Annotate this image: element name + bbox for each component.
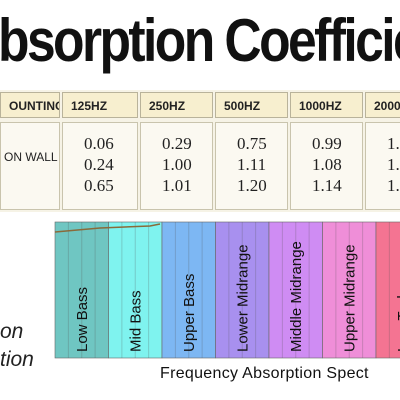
curve — [54, 223, 161, 233]
spectrum: Low Bass Mid Bass Upper Bass Lower Midrange… — [54, 221, 400, 359]
band-label: Mid Bass — [128, 290, 145, 352]
value: 1. — [387, 155, 400, 174]
value: 0.65 — [84, 176, 114, 195]
band — [268, 221, 323, 359]
band — [108, 221, 163, 359]
value: 1.11 — [237, 155, 267, 174]
cell — [0, 122, 60, 210]
cell — [365, 122, 400, 210]
band-label: Low Treb — [395, 290, 400, 352]
value: 0.75 — [237, 134, 267, 153]
header-cell: OUNTING — [0, 92, 60, 118]
header-cell: 250HZ — [140, 92, 213, 118]
band — [161, 221, 216, 359]
value: 1.20 — [237, 176, 267, 195]
band — [322, 221, 377, 359]
value: 0.29 — [162, 134, 192, 153]
caption: Frequency Absorption Spect — [160, 365, 369, 382]
value: 1.00 — [162, 155, 192, 174]
band-label: Upper Midrange — [342, 244, 359, 352]
side-text: tion — [0, 348, 34, 371]
header-cell: 500HZ — [215, 92, 288, 118]
cell — [140, 122, 213, 210]
cell — [62, 122, 138, 210]
value: 1. — [387, 176, 400, 195]
band-label: Lower Midrange — [235, 244, 252, 352]
side-text: on — [0, 320, 24, 343]
band-label: Middle Midrange — [288, 241, 305, 352]
header-cell: 1000HZ — [290, 92, 363, 118]
value: 0.06 — [84, 134, 114, 153]
band — [54, 221, 109, 359]
value: 0.99 — [312, 134, 342, 153]
header-cell: 2000 — [365, 92, 400, 118]
row-label: ON WALL — [4, 150, 58, 164]
band-label: Low Bass — [74, 287, 91, 352]
value: 0.24 — [84, 155, 114, 174]
title: bsorption Coefficien — [0, 7, 400, 74]
value: 1.01 — [162, 176, 192, 195]
cell — [290, 122, 363, 210]
band — [375, 221, 400, 359]
band-label: Upper Bass — [181, 274, 198, 352]
cell — [215, 122, 288, 210]
value: 1.14 — [312, 176, 342, 195]
table: OUNTING 125HZ 250HZ 500HZ 1000HZ 2000 ON WALL 0… — [0, 90, 400, 212]
value: 1. — [387, 134, 400, 153]
header-cell: 125HZ — [62, 92, 138, 118]
value: 1.08 — [312, 155, 342, 174]
